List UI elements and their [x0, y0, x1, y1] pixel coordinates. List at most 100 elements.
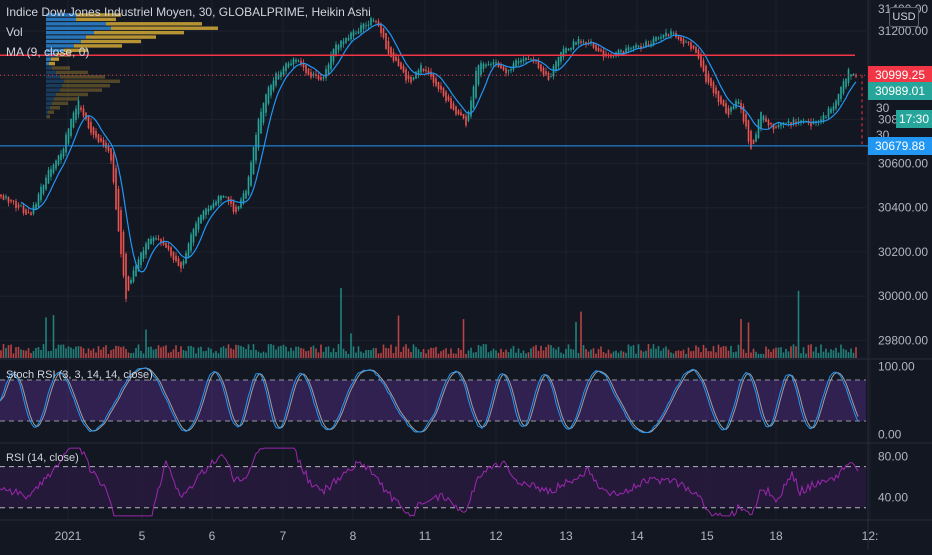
candle-body	[382, 28, 385, 38]
candle-body	[90, 122, 92, 133]
x-tick-label: 12	[489, 529, 503, 543]
stoch-tick-label: 0.00	[878, 428, 902, 442]
vp-bar-blue	[46, 75, 60, 79]
volume-bar	[92, 348, 95, 358]
candle-body	[522, 58, 525, 62]
candle-body	[50, 168, 52, 177]
volume-bar	[2, 344, 5, 358]
vol-legend[interactable]: Vol	[6, 25, 23, 39]
candle-body	[385, 32, 387, 49]
volume-bar	[762, 353, 765, 358]
candle-body	[840, 87, 842, 100]
candle-body	[125, 253, 127, 299]
x-tick-label: 6	[209, 529, 216, 543]
ma-legend[interactable]: MA (9, close, 0)	[6, 45, 90, 59]
volume-bar	[577, 352, 580, 358]
candle-body	[27, 212, 30, 214]
candle-body	[482, 63, 485, 69]
candle-body	[437, 82, 440, 90]
volume-bar	[617, 352, 620, 358]
volume-bar	[460, 349, 462, 358]
volume-bar	[675, 351, 677, 358]
volume-bar	[452, 353, 455, 358]
candle-body	[195, 223, 197, 236]
volume-bar	[260, 352, 262, 358]
stoch-legend[interactable]: Stoch RSI (3, 3, 14, 14, close)	[6, 369, 153, 381]
volume-bar	[505, 349, 507, 358]
candle-body	[622, 51, 625, 54]
volume-bar	[287, 351, 290, 358]
candle-body	[237, 206, 240, 210]
candle-body	[585, 41, 587, 45]
price-tick-label: 30000.00	[878, 289, 928, 303]
volume-bar	[160, 347, 162, 358]
volume-bar	[52, 315, 55, 358]
volume-bar	[170, 351, 172, 358]
candle-body	[70, 118, 72, 137]
volume-bar	[685, 353, 687, 358]
vp-bar-blue	[46, 22, 106, 26]
volume-bar	[537, 350, 540, 358]
volume-bar	[240, 345, 242, 358]
candle-body	[505, 68, 507, 74]
volume-bar	[272, 345, 275, 358]
volume-bar	[455, 353, 457, 358]
volume-bar	[222, 346, 225, 358]
candle-body	[217, 196, 220, 204]
candle-body	[620, 50, 622, 52]
volume-bar	[782, 352, 785, 358]
volume-bar	[362, 352, 365, 358]
candle-body	[450, 98, 452, 109]
vp-bar-blue	[46, 70, 56, 75]
volume-bar	[212, 352, 215, 358]
volume-bar	[352, 346, 355, 358]
volume-bar	[142, 353, 145, 358]
candle-body	[417, 70, 420, 76]
volume-bar	[110, 350, 112, 358]
volume-bar	[740, 318, 742, 358]
candle-body	[47, 170, 50, 184]
volume-bar	[217, 353, 220, 358]
volume-bar	[565, 348, 567, 358]
candle-body	[842, 81, 845, 94]
volume-bar	[22, 350, 25, 358]
vp-bar-gold	[62, 83, 110, 88]
candle-body	[852, 74, 855, 76]
candle-body	[577, 38, 580, 44]
candle-body	[740, 102, 742, 110]
volume-bar	[157, 345, 160, 358]
volume-bar	[252, 344, 255, 358]
volume-bar	[722, 346, 725, 358]
vp-bar-blue	[46, 35, 86, 39]
candle-body	[397, 58, 400, 67]
candle-body	[172, 251, 175, 260]
candle-body	[22, 205, 25, 214]
candle-body	[632, 46, 635, 49]
candle-body	[570, 47, 572, 50]
volume-bar	[192, 347, 195, 358]
volume-bar	[347, 353, 350, 358]
candle-body	[37, 194, 40, 207]
candle-body	[100, 138, 102, 142]
volume-bar	[482, 344, 485, 358]
candle-body	[512, 63, 515, 70]
candle-body	[637, 45, 640, 47]
volume-bar	[547, 344, 550, 358]
volume-bar	[32, 350, 35, 358]
rsi-legend[interactable]: RSI (14, close)	[6, 452, 79, 464]
volume-bar	[380, 352, 382, 358]
volume-bar	[195, 353, 197, 358]
currency-button[interactable]: USD	[889, 7, 919, 27]
volume-bar	[497, 352, 500, 358]
candle-body	[520, 60, 522, 63]
volume-bar	[382, 344, 385, 358]
candle-body	[135, 265, 137, 277]
volume-bar	[817, 352, 820, 358]
candle-body	[55, 160, 57, 169]
candle-body	[820, 119, 822, 122]
volume-bar	[715, 352, 717, 358]
volume-bar	[290, 347, 292, 358]
candle-body	[732, 106, 735, 110]
candle-body	[535, 60, 537, 62]
